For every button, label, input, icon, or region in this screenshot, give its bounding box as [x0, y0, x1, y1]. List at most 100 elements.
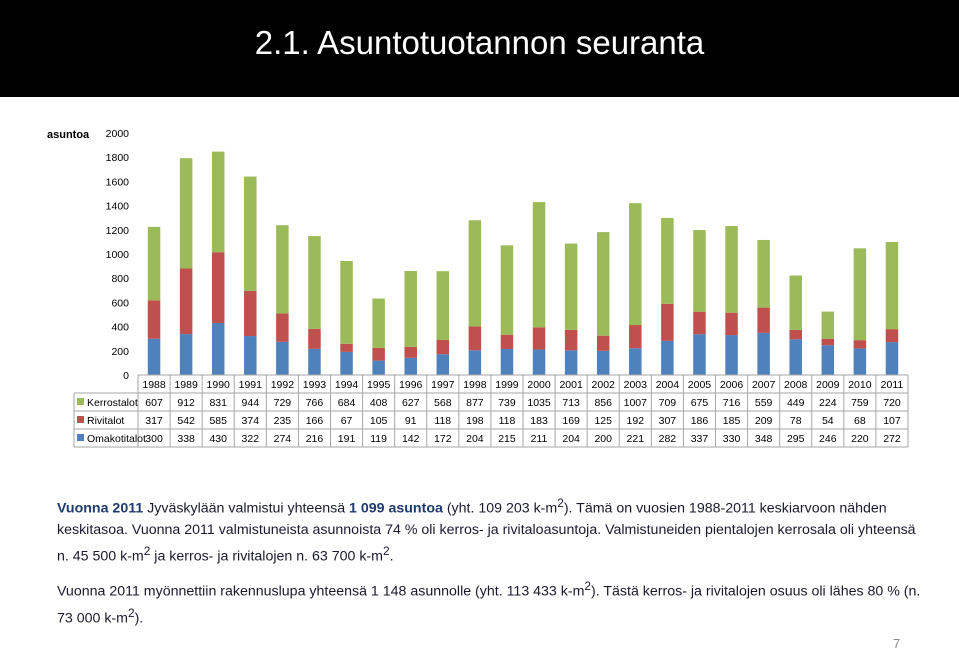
- x-tick-label: 1992: [271, 379, 295, 391]
- bar-kerrostalot-2004: [661, 217, 674, 304]
- bar-omakotitalot-1992: [276, 341, 289, 375]
- bar-omakotitalot-1988: [147, 338, 161, 375]
- x-tick-label: 2007: [752, 379, 776, 391]
- total-highlight: 1 099 asuntoa: [349, 500, 443, 517]
- y-tick-label: 1200: [106, 225, 130, 237]
- data-label: 282: [659, 433, 677, 445]
- data-label: 186: [691, 415, 709, 427]
- x-tick-label: 2003: [624, 379, 648, 391]
- bar-kerrostalot-2003: [629, 203, 642, 326]
- page-number: 7: [893, 636, 901, 651]
- legend-label-rivitalot: Rivitalot: [87, 415, 124, 427]
- x-tick-label: 2002: [592, 379, 616, 391]
- legend-swatch-rivitalot: [77, 416, 84, 423]
- x-tick-label: 2000: [527, 379, 551, 391]
- data-label: 337: [691, 433, 709, 445]
- data-label: 125: [594, 415, 612, 427]
- y-tick-label: 1600: [106, 176, 130, 188]
- data-label: 877: [466, 397, 484, 409]
- bar-omakotitalot-1999: [500, 348, 514, 375]
- bar-kerrostalot-2009: [821, 311, 835, 339]
- bar-kerrostalot-2008: [789, 275, 802, 330]
- bar-rivitalot-2005: [693, 311, 706, 335]
- data-label: 627: [402, 397, 420, 409]
- x-tick-label: 1995: [367, 379, 391, 391]
- data-label: 211: [531, 433, 548, 445]
- data-label: 235: [274, 415, 292, 427]
- data-label: 68: [854, 415, 866, 427]
- data-label: 449: [787, 397, 805, 409]
- bar-rivitalot-2006: [725, 312, 738, 336]
- data-label: 322: [242, 433, 260, 445]
- bar-kerrostalot-2007: [757, 239, 770, 308]
- bar-omakotitalot-1998: [468, 350, 482, 375]
- bar-omakotitalot-1993: [308, 348, 321, 375]
- bar-kerrostalot-1991: [244, 176, 257, 291]
- year-highlight: Vuonna 2011: [57, 500, 144, 517]
- data-label: 209: [755, 415, 773, 427]
- bar-kerrostalot-2000: [532, 202, 546, 328]
- bar-kerrostalot-1990: [211, 151, 225, 253]
- x-tick-label: 2005: [688, 379, 712, 391]
- data-label: 585: [209, 415, 227, 427]
- y-axis-label: asuntoa: [47, 129, 90, 141]
- data-label: 221: [627, 433, 645, 445]
- x-tick-label: 1991: [239, 379, 263, 391]
- data-label: 348: [755, 433, 773, 445]
- bar-rivitalot-1992: [276, 313, 289, 342]
- bar-kerrostalot-2006: [725, 226, 738, 313]
- x-tick-label: 1999: [495, 379, 519, 391]
- bar-kerrostalot-2005: [693, 230, 706, 312]
- data-label: 191: [338, 433, 356, 445]
- title-bar: 2.1. Asuntotuotannon seuranta: [0, 0, 959, 97]
- data-label: 430: [209, 433, 227, 445]
- data-label: 118: [499, 415, 516, 427]
- data-label: 607: [145, 397, 163, 409]
- bar-omakotitalot-2007: [757, 332, 770, 375]
- permit-paragraph: Vuonna 2011 myönnettiin rakennuslupa yht…: [57, 579, 921, 627]
- data-label: 1007: [624, 397, 648, 409]
- x-tick-label: 1998: [463, 379, 487, 391]
- bar-rivitalot-2009: [821, 338, 835, 346]
- bar-kerrostalot-1993: [308, 236, 321, 329]
- data-label: 192: [627, 415, 645, 427]
- data-label: 118: [434, 415, 451, 427]
- data-label: 1035: [527, 397, 551, 409]
- y-tick-label: 1800: [106, 152, 130, 164]
- data-label: 559: [755, 397, 773, 409]
- data-label: 307: [659, 415, 677, 427]
- legend-swatch-kerrostalot: [77, 398, 84, 405]
- data-label: 766: [306, 397, 324, 409]
- bar-kerrostalot-1999: [500, 245, 514, 335]
- y-tick-label: 400: [111, 322, 129, 334]
- bar-kerrostalot-1996: [404, 270, 417, 347]
- bar-omakotitalot-2003: [629, 348, 642, 375]
- bar-kerrostalot-1995: [372, 298, 385, 348]
- data-label: 739: [498, 397, 516, 409]
- bar-kerrostalot-2002: [596, 232, 610, 336]
- bar-rivitalot-2002: [596, 335, 610, 351]
- bar-kerrostalot-1988: [147, 226, 161, 301]
- data-label: 107: [883, 415, 901, 427]
- x-tick-label: 1993: [303, 379, 327, 391]
- data-label: 200: [594, 433, 612, 445]
- y-tick-label: 0: [123, 370, 129, 382]
- summary-paragraph: Vuonna 2011 Jyväskylään valmistui yhteen…: [57, 496, 916, 565]
- stacked-bar-chart: asuntoa 0 200 400 600 800 1000 1200 1400 1600 1800…: [47, 128, 909, 448]
- x-tick-label: 2001: [559, 379, 583, 391]
- data-label: 295: [787, 433, 805, 445]
- data-label: 709: [659, 397, 677, 409]
- bar-rivitalot-2007: [757, 307, 770, 333]
- bar-rivitalot-1994: [340, 343, 353, 352]
- bar-rivitalot-1997: [436, 339, 450, 355]
- x-tick-label: 2010: [848, 379, 872, 391]
- bar-kerrostalot-2001: [564, 243, 578, 330]
- data-label: 716: [723, 397, 741, 409]
- data-label: 542: [177, 415, 195, 427]
- data-label: 944: [242, 397, 260, 409]
- data-label: 166: [306, 415, 324, 427]
- y-tick-label: 600: [111, 297, 129, 309]
- y-tick-label: 2000: [106, 128, 130, 140]
- bar-rivitalot-1988: [147, 300, 161, 339]
- data-label: 713: [562, 397, 580, 409]
